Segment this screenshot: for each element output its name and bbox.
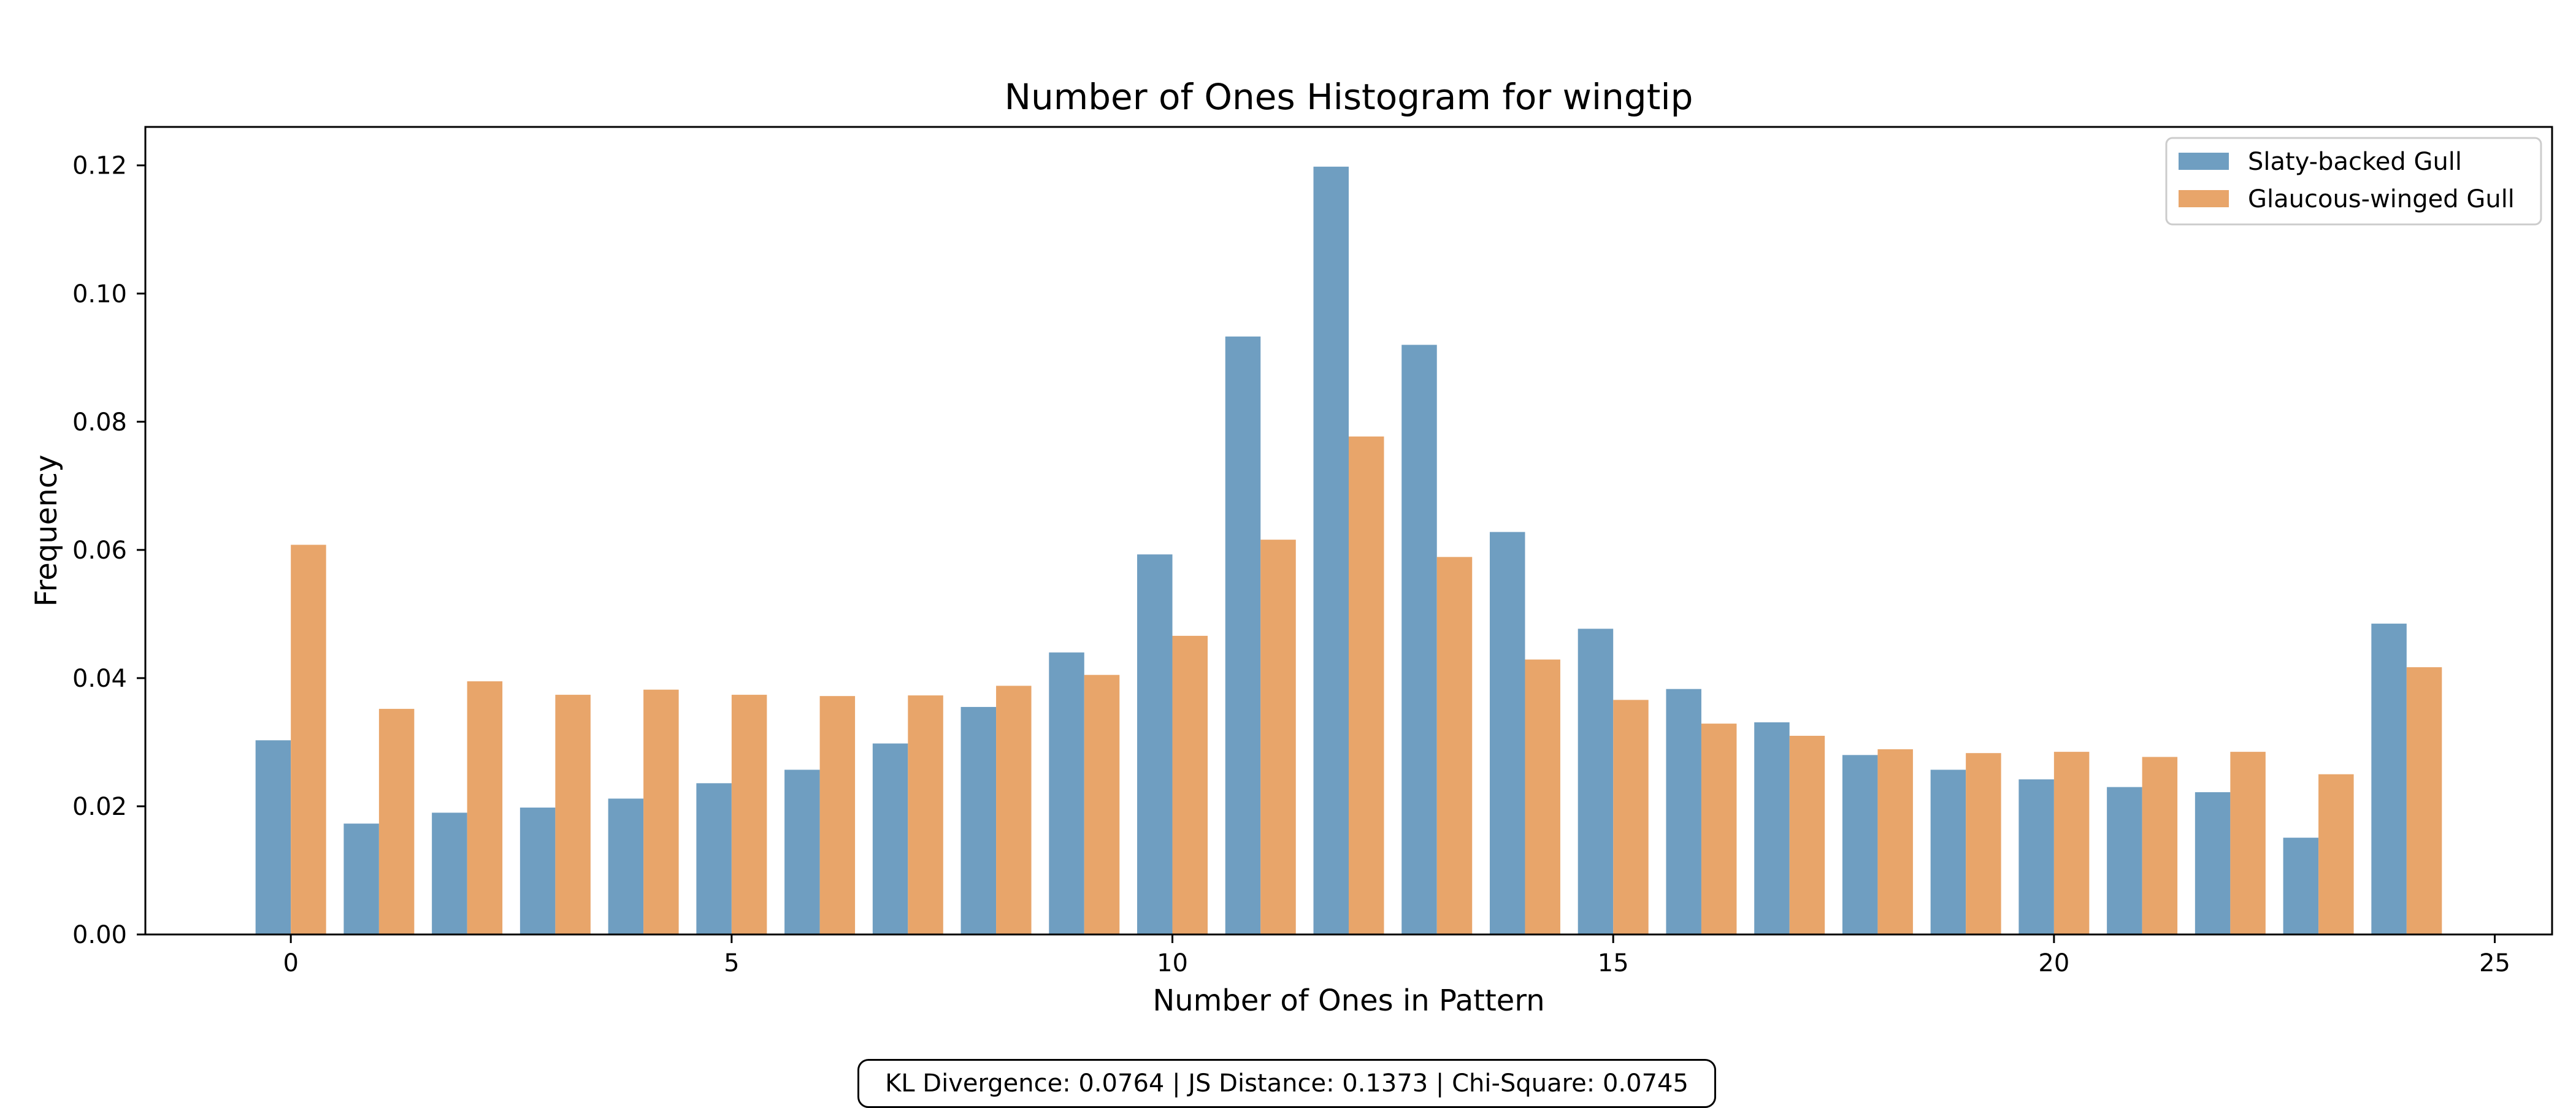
bar-glaucous-winged-15 — [1613, 700, 1649, 934]
bar-slaty-backed-7 — [872, 743, 908, 934]
bar-glaucous-winged-20 — [2053, 752, 2090, 934]
chart-title: Number of Ones Histogram for wingtip — [1005, 76, 1693, 118]
y-tick-label: 0.10 — [72, 280, 127, 308]
bar-slaty-backed-4 — [608, 798, 644, 934]
plot-frame — [144, 126, 2553, 936]
bar-glaucous-winged-12 — [1349, 436, 1384, 934]
x-tick-label: 20 — [2038, 949, 2069, 977]
legend: Slaty-backed Gull Glaucous-winged Gull — [2165, 137, 2542, 226]
bar-glaucous-winged-8 — [996, 686, 1032, 934]
bar-glaucous-winged-6 — [819, 696, 856, 934]
bar-slaty-backed-8 — [960, 706, 997, 934]
y-tick-label: 0.12 — [72, 152, 127, 180]
bar-glaucous-winged-2 — [467, 681, 503, 934]
x-tick-label: 15 — [1598, 949, 1629, 977]
bar-glaucous-winged-1 — [378, 709, 415, 934]
bar-glaucous-winged-19 — [1966, 753, 2001, 934]
bars-layer — [255, 166, 2442, 935]
x-tick-label: 0 — [283, 949, 298, 977]
legend-label: Slaty-backed Gull — [2248, 148, 2462, 176]
bar-glaucous-winged-10 — [1172, 635, 1208, 934]
legend-swatch — [2179, 153, 2229, 170]
x-axis-ticks: 0 5 10 15 20 25 — [283, 934, 2510, 977]
stats-box: KL Divergence: 0.0764 | JS Distance: 0.1… — [857, 1059, 1716, 1108]
x-axis-label: Number of Ones in Pattern — [1152, 984, 1544, 1018]
bar-slaty-backed-20 — [2018, 779, 2054, 934]
bar-glaucous-winged-16 — [1701, 724, 1737, 934]
bar-slaty-backed-9 — [1049, 652, 1084, 934]
bar-glaucous-winged-3 — [555, 695, 591, 934]
y-tick-label: 0.00 — [72, 921, 127, 949]
bar-glaucous-winged-23 — [2318, 774, 2354, 934]
bar-glaucous-winged-5 — [731, 695, 767, 934]
bar-slaty-backed-22 — [2195, 792, 2231, 934]
y-tick-label: 0.08 — [72, 408, 127, 437]
bar-slaty-backed-0 — [255, 740, 291, 934]
bar-glaucous-winged-24 — [2406, 667, 2442, 934]
y-tick-label: 0.02 — [72, 793, 127, 821]
bar-glaucous-winged-13 — [1436, 557, 1473, 934]
legend-box — [2165, 137, 2542, 226]
bar-slaty-backed-17 — [1754, 722, 1790, 934]
bar-glaucous-winged-0 — [291, 544, 326, 934]
bar-glaucous-winged-22 — [2230, 752, 2266, 934]
x-tick-label: 10 — [1157, 949, 1188, 977]
legend-label: Glaucous-winged Gull — [2248, 185, 2515, 213]
bar-slaty-backed-12 — [1313, 166, 1349, 935]
bar-slaty-backed-13 — [1401, 345, 1437, 934]
y-tick-label: 0.06 — [72, 537, 127, 565]
bar-slaty-backed-16 — [1666, 689, 1701, 934]
bar-slaty-backed-24 — [2371, 624, 2407, 934]
bar-slaty-backed-15 — [1577, 629, 1614, 934]
bar-glaucous-winged-18 — [1877, 749, 1913, 934]
bar-slaty-backed-2 — [432, 812, 467, 934]
bar-slaty-backed-5 — [696, 783, 732, 934]
bar-glaucous-winged-17 — [1789, 735, 1825, 934]
y-axis-label: Frequency — [29, 455, 64, 607]
x-tick-label: 5 — [724, 949, 739, 977]
bar-slaty-backed-18 — [1842, 755, 1878, 934]
y-axis-ticks: 0.00 0.02 0.04 0.06 0.08 0.10 0.12 — [72, 152, 145, 949]
x-tick-label: 25 — [2479, 949, 2510, 977]
legend-swatch — [2179, 190, 2229, 207]
bar-slaty-backed-11 — [1225, 336, 1261, 934]
bar-glaucous-winged-7 — [908, 695, 943, 934]
bar-slaty-backed-6 — [784, 770, 820, 934]
bar-slaty-backed-3 — [519, 808, 556, 934]
bar-glaucous-winged-9 — [1084, 674, 1120, 934]
bar-glaucous-winged-14 — [1525, 659, 1560, 934]
bar-glaucous-winged-4 — [643, 689, 679, 934]
bar-slaty-backed-10 — [1137, 554, 1173, 934]
bar-slaty-backed-1 — [343, 823, 379, 934]
y-tick-label: 0.04 — [72, 665, 127, 693]
bar-slaty-backed-19 — [1930, 770, 1966, 934]
bar-slaty-backed-23 — [2283, 838, 2319, 934]
bar-glaucous-winged-21 — [2142, 757, 2178, 934]
bar-glaucous-winged-11 — [1260, 540, 1296, 934]
bar-slaty-backed-14 — [1489, 532, 1525, 934]
bar-slaty-backed-21 — [2107, 787, 2142, 934]
